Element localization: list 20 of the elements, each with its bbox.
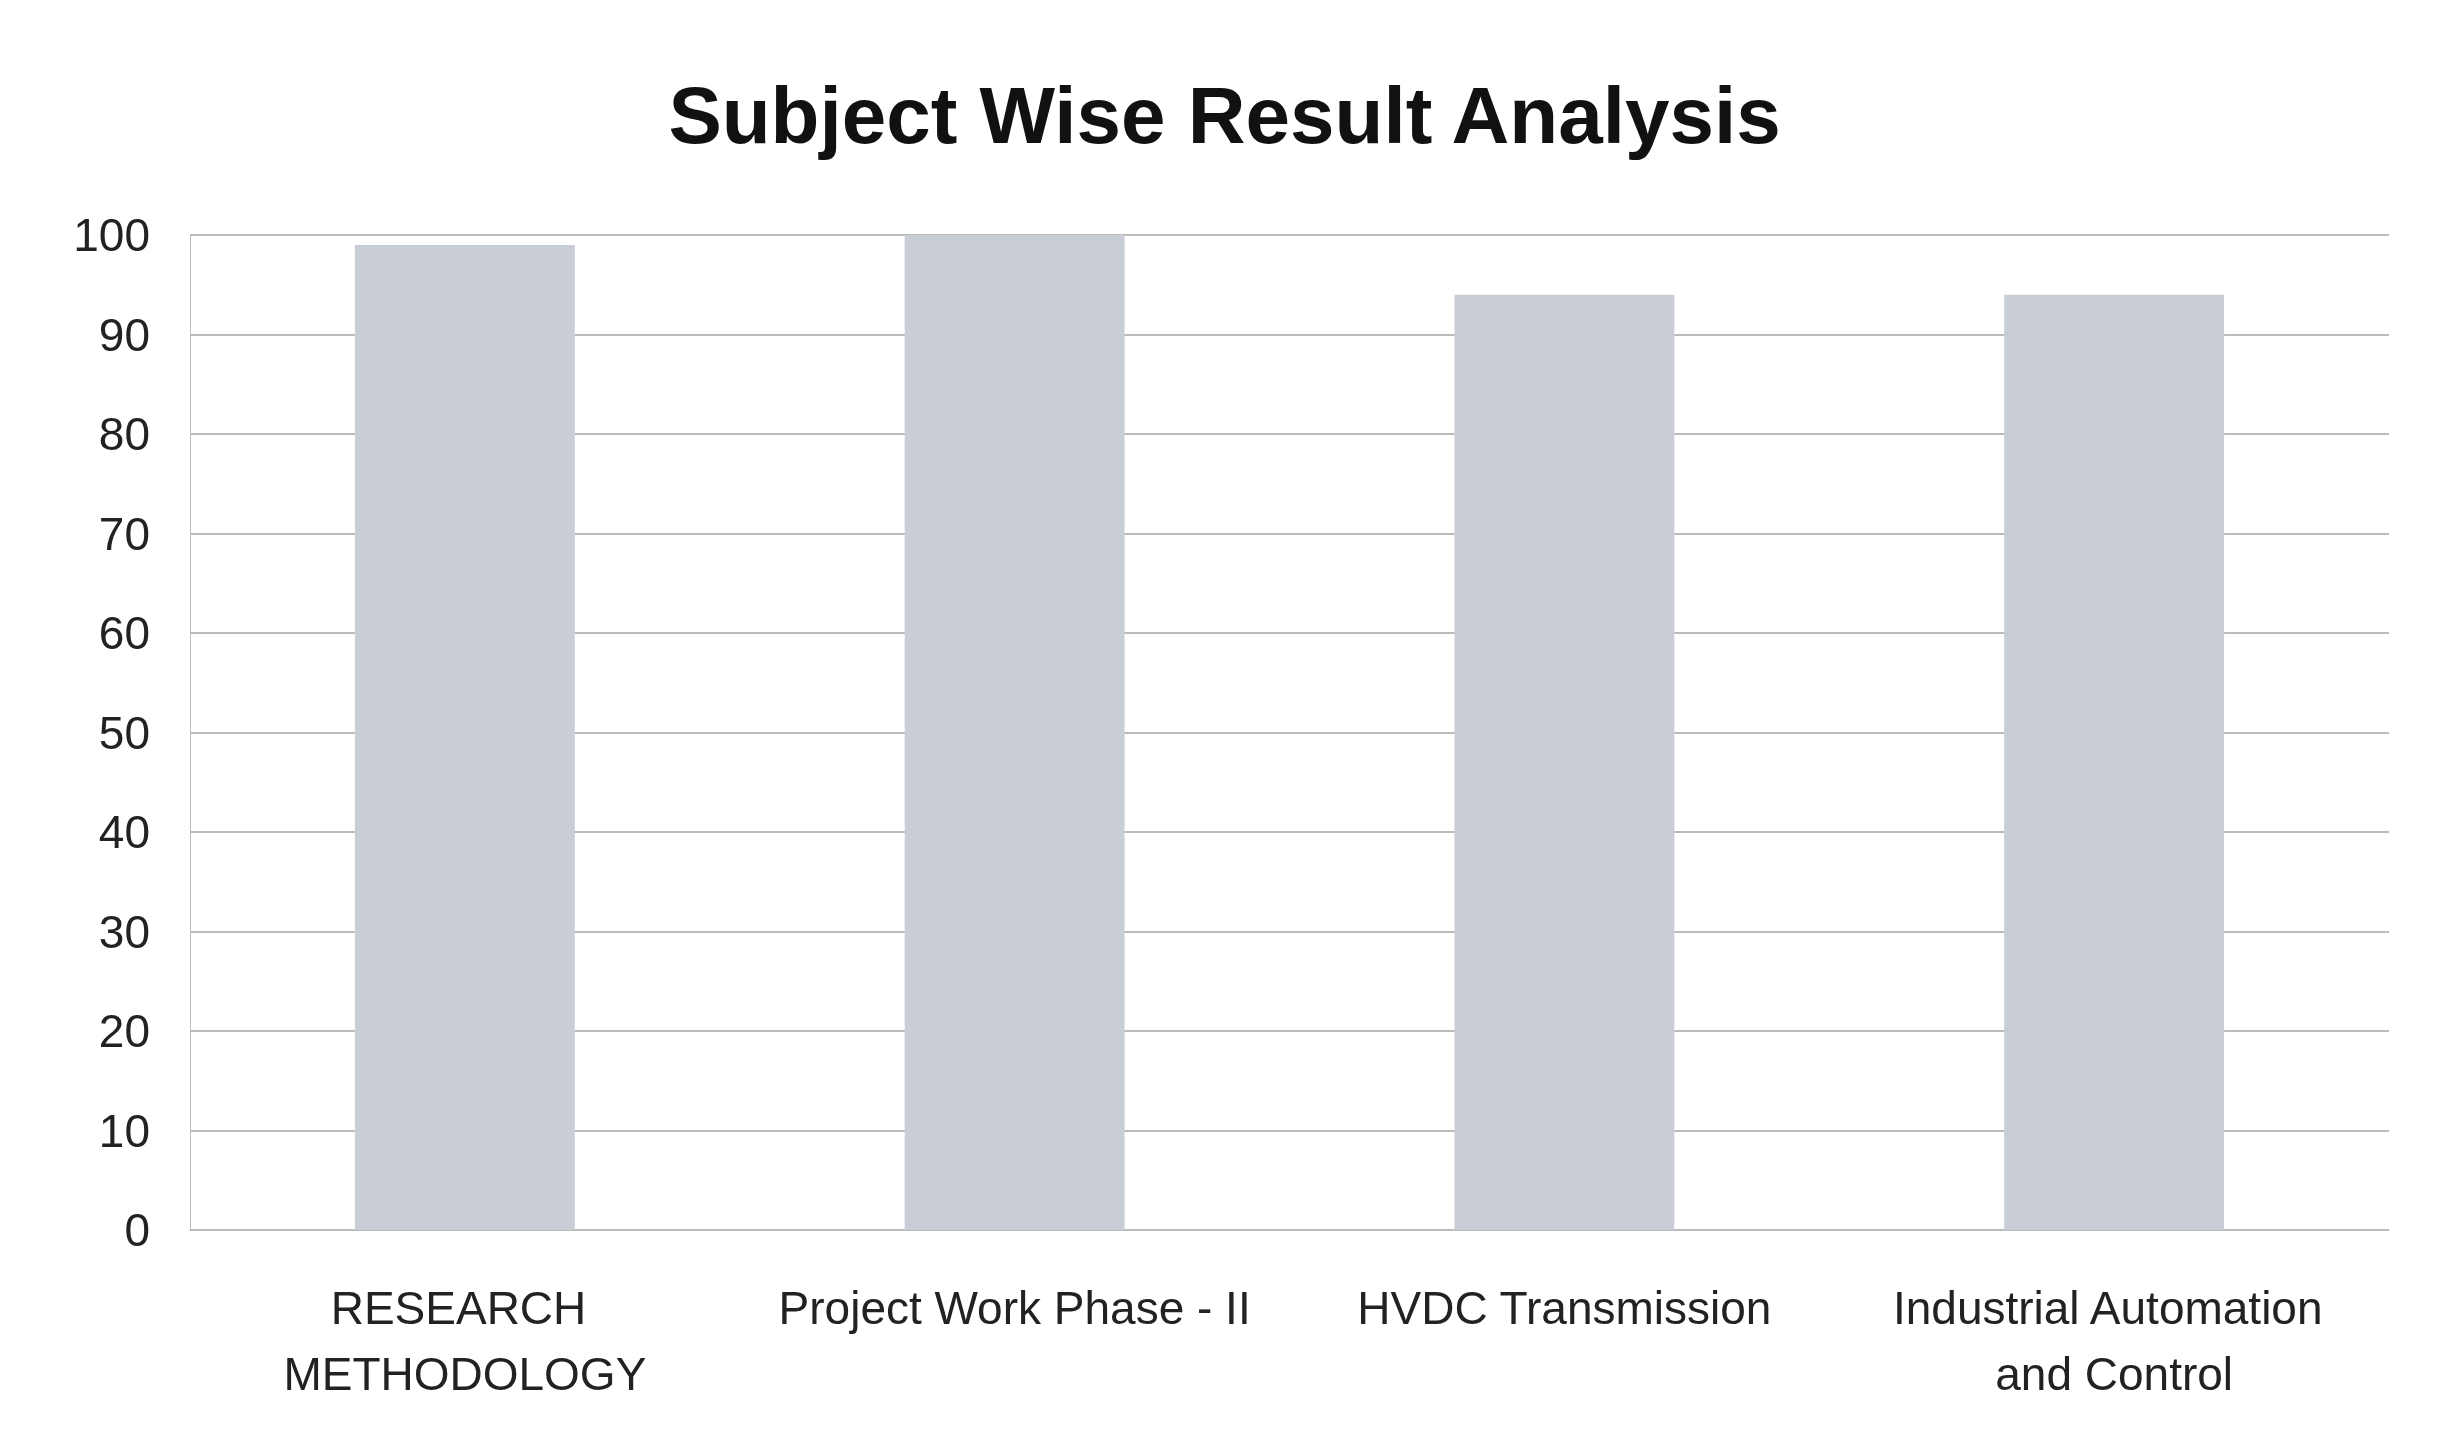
y-tick-label: 0 — [124, 1204, 150, 1256]
y-tick-label: 60 — [98, 607, 150, 659]
bar — [2004, 294, 2225, 1230]
x-tick-label: Project Work Phase - II — [778, 1282, 1251, 1334]
y-tick-label: 20 — [98, 1005, 150, 1057]
x-tick-label: Industrial Automation and Control — [1892, 1282, 2336, 1400]
bar — [904, 235, 1125, 1230]
y-tick-label: 80 — [98, 408, 150, 460]
bar — [354, 244, 575, 1230]
x-tick-label: HVDC Transmission — [1357, 1282, 1772, 1334]
y-tick-label: 30 — [98, 905, 150, 958]
y-tick-label: 40 — [98, 806, 150, 858]
y-tick-label: 70 — [98, 507, 150, 560]
bar — [1454, 294, 1675, 1230]
y-tick-label: 10 — [98, 1104, 150, 1157]
y-tick-label: 100 — [73, 209, 150, 261]
y-tick-label: 50 — [98, 706, 150, 759]
y-tick-label: 90 — [98, 308, 150, 361]
x-tick-label: RESEARCH METHODOLOGY — [283, 1282, 647, 1400]
chart-title: Subject Wise Result Analysis — [668, 70, 1781, 160]
